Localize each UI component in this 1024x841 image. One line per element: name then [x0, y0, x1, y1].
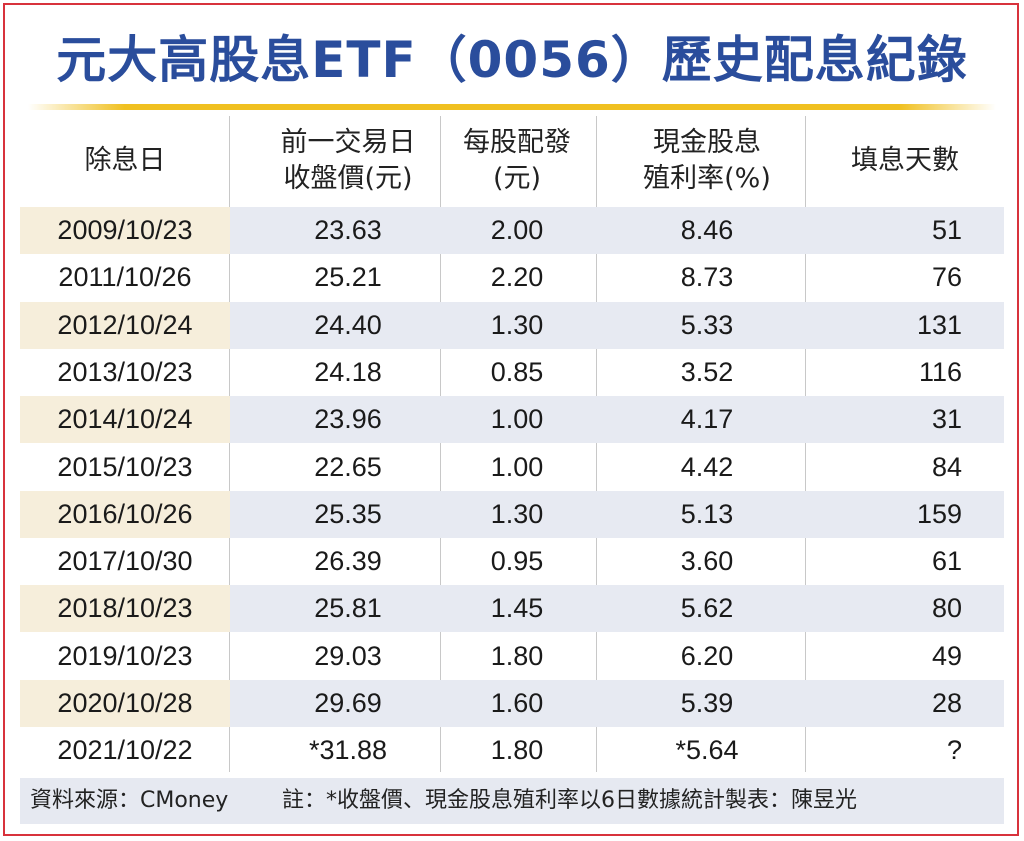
ex-dividend-date: 2014/10/24	[20, 396, 230, 443]
fill-days: 80	[931, 593, 962, 623]
dividend-per-share: 1.45	[490, 593, 544, 623]
dividend-per-share: 1.30	[490, 499, 544, 529]
table-row: 2015/10/23 22.65 1.00 4.42 84	[20, 444, 1004, 491]
dividend-per-share: 0.95	[490, 546, 544, 576]
column-separator	[805, 116, 806, 772]
prev-close-price: 29.03	[314, 641, 382, 671]
prev-close-price: *31.88	[308, 735, 388, 765]
column-header: 除息日	[15, 118, 235, 204]
column-header-line2: 殖利率(%)	[643, 163, 771, 194]
column-header: 現金股息殖利率(%)	[597, 118, 817, 204]
ex-dividend-date: 2009/10/23	[20, 207, 230, 254]
prev-close-price: 26.39	[314, 546, 382, 576]
cash-yield: 3.52	[680, 357, 734, 387]
table-row: 2016/10/26 25.35 1.30 5.13 159	[20, 491, 1004, 538]
fill-days: ?	[946, 735, 962, 765]
ex-dividend-date: 2020/10/28	[20, 680, 230, 727]
fill-days: 31	[931, 404, 962, 434]
chart-title: 元大高股息ETF（0056）歷史配息紀錄	[56, 31, 968, 89]
table-row: 2013/10/23 24.18 0.85 3.52 116	[20, 349, 1004, 396]
dividend-per-share: 1.00	[490, 404, 544, 434]
table-row: 2014/10/24 23.96 1.00 4.17 31	[20, 396, 1004, 443]
table-row: 2019/10/23 29.03 1.80 6.20 49	[20, 633, 1004, 680]
fill-days: 131	[916, 310, 962, 340]
dividend-per-share: 1.80	[490, 641, 544, 671]
cash-yield: 5.39	[680, 688, 734, 718]
dividend-per-share: 2.20	[490, 262, 544, 292]
fill-days: 116	[918, 357, 962, 387]
title-underline	[28, 104, 996, 110]
footer-bar: 資料來源：CMoney 註：*收盤價、現金股息殖利率以6日數據統計製表：陳昱光	[20, 778, 1004, 824]
fill-days: 61	[931, 546, 962, 576]
ex-dividend-date: 2017/10/30	[57, 546, 193, 576]
prev-close-price: 29.69	[314, 688, 382, 718]
prev-close-price: 25.81	[314, 593, 382, 623]
prev-close-price: 23.63	[314, 215, 382, 245]
ex-dividend-date: 2013/10/23	[57, 357, 193, 387]
column-header: 每股配發 (元)	[407, 118, 627, 204]
column-separator	[440, 116, 441, 772]
cash-yield: 6.20	[680, 641, 734, 671]
ex-dividend-date: 2018/10/23	[20, 585, 230, 632]
prev-close-price: 22.65	[314, 452, 382, 482]
column-separator	[229, 116, 230, 772]
table-row: 2017/10/30 26.39 0.95 3.60 61	[20, 538, 1004, 585]
footer-note: 註：*收盤價、現金股息殖利率以6日數據統計製表：陳昱光	[282, 788, 857, 813]
prev-close-price: 25.35	[314, 499, 382, 529]
ex-dividend-date: 2011/10/26	[58, 262, 192, 292]
column-header-line2: (元)	[492, 163, 542, 194]
table-row: 2021/10/22 *31.88 1.80 *5.64?	[20, 727, 1004, 774]
prev-close-price: 24.40	[314, 310, 382, 340]
column-header-line1: 填息天數	[851, 145, 959, 176]
table-row: 2018/10/23 25.81 1.45 5.62 80	[20, 585, 1004, 632]
dividend-per-share: 1.30	[490, 310, 544, 340]
ex-dividend-date: 2021/10/22	[57, 735, 193, 765]
column-header: 前一交易日收盤價(元)	[238, 118, 458, 204]
prev-close-price: 24.18	[314, 357, 382, 387]
column-header-line1: 現金股息	[653, 127, 761, 158]
table-row: 2009/10/23 23.63 2.00 8.46 51	[20, 207, 1004, 254]
dividend-per-share: 1.00	[490, 452, 544, 482]
fill-days: 76	[931, 262, 962, 292]
table-row: 2011/10/26 25.21 2.20 8.73 76	[20, 254, 1004, 301]
prev-close-price: 23.96	[314, 404, 382, 434]
dividend-per-share: 0.85	[490, 357, 544, 387]
cash-yield: *5.64	[675, 735, 739, 765]
cash-yield: 4.17	[680, 404, 734, 434]
table-row: 2020/10/28 29.69 1.60 5.39 28	[20, 680, 1004, 727]
cash-yield: 8.73	[680, 262, 734, 292]
fill-days: 159	[916, 499, 962, 529]
column-header: 填息天數	[795, 118, 1015, 204]
column-separator	[596, 116, 597, 772]
dividend-per-share: 1.60	[490, 688, 544, 718]
dividend-per-share: 1.80	[490, 735, 544, 765]
cash-yield: 8.46	[680, 215, 734, 245]
cash-yield: 5.13	[680, 499, 734, 529]
ex-dividend-date: 2015/10/23	[57, 452, 193, 482]
cash-yield: 4.42	[680, 452, 734, 482]
column-header-line1: 除息日	[84, 145, 166, 176]
dividend-per-share: 2.00	[490, 215, 544, 245]
ex-dividend-date: 2019/10/23	[57, 641, 193, 671]
fill-days: 28	[931, 688, 962, 718]
ex-dividend-date: 2016/10/26	[20, 491, 230, 538]
cash-yield: 5.33	[680, 310, 734, 340]
prev-close-price: 25.21	[314, 262, 382, 292]
ex-dividend-date: 2012/10/24	[20, 302, 230, 349]
cash-yield: 5.62	[680, 593, 734, 623]
column-header-line2: 收盤價(元)	[283, 163, 413, 194]
column-header-line1: 前一交易日	[280, 127, 416, 158]
column-header-line1: 每股配發	[463, 127, 571, 158]
fill-days: 51	[931, 215, 962, 245]
footer-source: 資料來源：CMoney	[30, 788, 229, 813]
fill-days: 84	[931, 452, 962, 482]
cash-yield: 3.60	[680, 546, 734, 576]
table-row: 2012/10/24 24.40 1.30 5.33 131	[20, 302, 1004, 349]
fill-days: 49	[931, 641, 962, 671]
